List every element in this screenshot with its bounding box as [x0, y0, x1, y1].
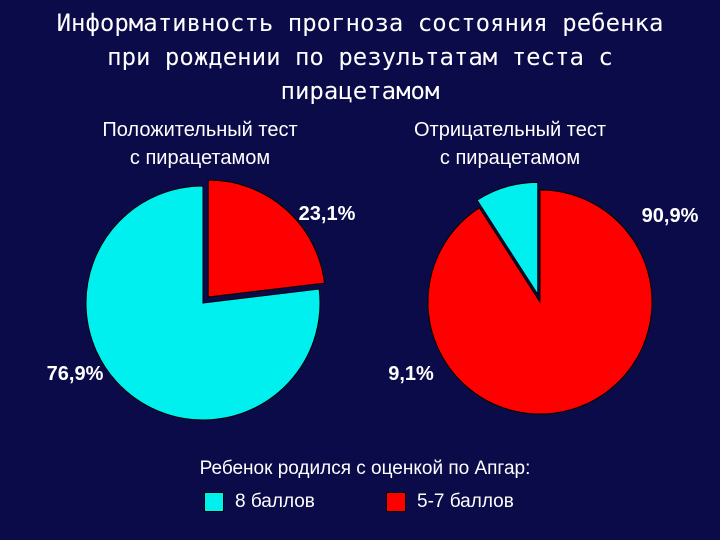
legend-item-8-points: 8 баллов: [204, 491, 315, 513]
pie-label-0-1: 23,1%: [299, 203, 356, 225]
pie-label-1-1: 90,9%: [642, 205, 699, 227]
pie-slice-0-1: [207, 179, 326, 298]
pie-slice-1-0: [476, 181, 539, 297]
chart-subtitle-negative: Отрицательный тест с пирацетамом: [413, 119, 606, 169]
legend-title: Ребенок родился с оценкой по Апгар:: [199, 458, 531, 479]
legend-label: 5-7 баллов: [417, 491, 514, 512]
pie-label-0-0: 76,9%: [47, 363, 104, 385]
pie-label-1-0: 9,1%: [388, 363, 434, 385]
pie-slice-0-0: [85, 185, 321, 421]
legend-swatch-red: [386, 492, 406, 512]
chart-subtitle-positive: Положительный тест с пирацетамом: [102, 119, 298, 169]
legend-label: 8 баллов: [235, 491, 315, 512]
pie-slice-1-1: [427, 189, 653, 415]
legend-swatch-cyan: [204, 492, 224, 512]
slide-title: Информативность прогноза состояния ребен…: [56, 9, 664, 105]
legend-item-5-7-points: 5-7 баллов: [386, 491, 514, 513]
